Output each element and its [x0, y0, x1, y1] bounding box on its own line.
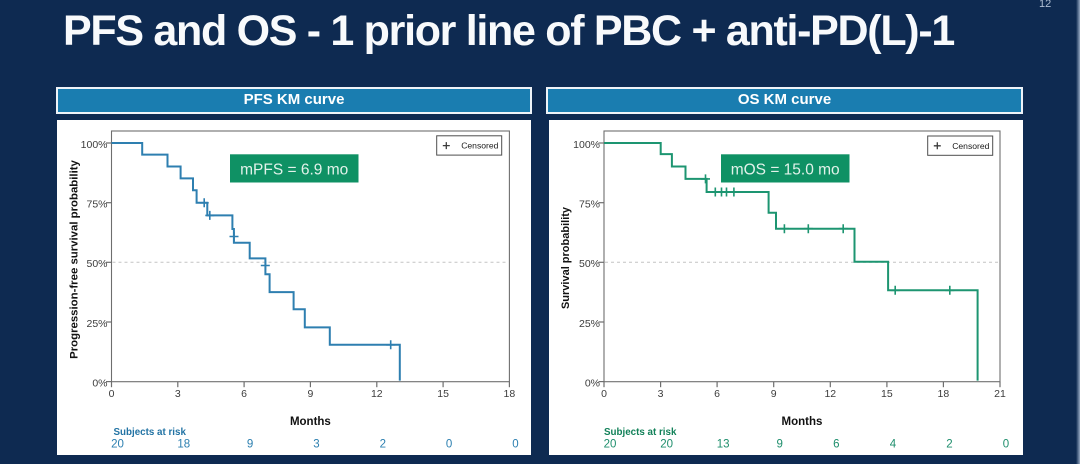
svg-text:Subjects at risk: Subjects at risk	[114, 427, 187, 438]
svg-text:25%: 25%	[579, 318, 600, 330]
svg-text:2: 2	[946, 439, 952, 451]
svg-text:3: 3	[313, 439, 319, 451]
svg-text:Censored: Censored	[952, 141, 989, 151]
svg-text:13: 13	[717, 439, 730, 451]
svg-text:50%: 50%	[86, 258, 107, 270]
svg-text:20: 20	[660, 439, 673, 451]
svg-text:3: 3	[175, 388, 181, 400]
svg-text:Months: Months	[290, 416, 331, 428]
svg-text:Survival probability: Survival probability	[560, 206, 572, 309]
svg-text:3: 3	[658, 388, 664, 400]
svg-text:12: 12	[371, 388, 383, 400]
svg-text:75%: 75%	[86, 198, 107, 210]
svg-text:0: 0	[109, 388, 115, 400]
svg-text:15: 15	[881, 388, 893, 400]
svg-text:9: 9	[771, 388, 777, 400]
svg-text:9: 9	[776, 439, 782, 451]
svg-text:6: 6	[714, 388, 720, 400]
svg-text:Months: Months	[782, 416, 823, 428]
svg-text:0: 0	[1003, 439, 1009, 451]
svg-text:0%: 0%	[92, 377, 107, 389]
svg-text:Censored: Censored	[461, 141, 498, 151]
svg-text:6: 6	[833, 439, 839, 451]
svg-text:9: 9	[307, 388, 313, 400]
svg-text:0: 0	[601, 388, 607, 400]
svg-text:0: 0	[446, 439, 452, 451]
svg-text:12: 12	[824, 388, 836, 400]
svg-text:50%: 50%	[579, 258, 600, 270]
svg-text:21: 21	[994, 388, 1006, 400]
svg-text:18: 18	[177, 439, 190, 451]
svg-text:20: 20	[111, 439, 124, 451]
svg-text:20: 20	[604, 439, 617, 451]
svg-text:Progression-free survival prob: Progression-free survival probability	[69, 159, 81, 358]
svg-text:9: 9	[247, 439, 253, 451]
svg-text:18: 18	[504, 388, 516, 400]
svg-text:0%: 0%	[585, 377, 600, 389]
svg-text:25%: 25%	[86, 318, 107, 330]
svg-text:0: 0	[512, 439, 518, 451]
svg-text:100%: 100%	[81, 139, 108, 151]
svg-text:mPFS = 6.9 mo: mPFS = 6.9 mo	[240, 162, 348, 179]
svg-text:2: 2	[380, 439, 386, 451]
svg-text:18: 18	[938, 388, 950, 400]
svg-text:4: 4	[890, 439, 897, 451]
svg-text:6: 6	[241, 388, 247, 400]
svg-text:15: 15	[437, 388, 449, 400]
svg-text:75%: 75%	[579, 198, 600, 210]
svg-text:Subjects at risk: Subjects at risk	[604, 427, 677, 438]
svg-text:mOS = 15.0 mo: mOS = 15.0 mo	[731, 162, 840, 179]
svg-text:100%: 100%	[573, 139, 600, 151]
